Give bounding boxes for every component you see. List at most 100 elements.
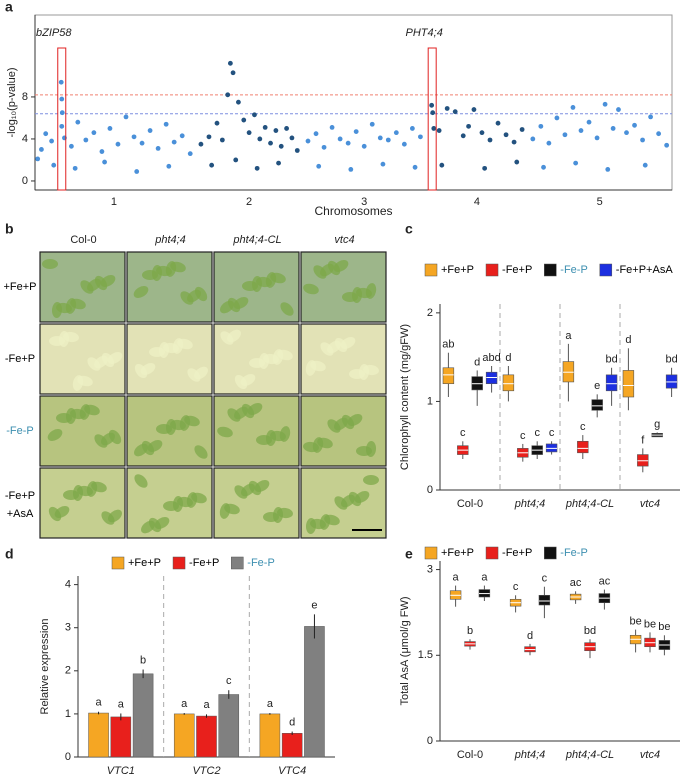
snp-point [225, 92, 231, 98]
snp-point [102, 159, 107, 165]
column-label: vtc4 [334, 234, 354, 246]
legend-swatch [544, 546, 557, 560]
leaf [133, 286, 149, 298]
snp-point [605, 167, 611, 172]
panel-letter: c [405, 221, 413, 237]
y-tick-label: 2 [65, 665, 71, 677]
y-tick-label: 0 [427, 484, 433, 496]
snp-point [316, 163, 322, 169]
box [605, 374, 618, 392]
legend-label: -Fe+P+AsA [616, 264, 674, 276]
leaf [91, 481, 107, 493]
snp-point [578, 128, 584, 133]
snp-point [538, 123, 544, 129]
plant-photo [213, 467, 300, 539]
snp-point [233, 157, 239, 163]
leaf [54, 506, 70, 518]
snp-point [198, 141, 204, 147]
snp-point [214, 120, 220, 126]
snp-point [147, 128, 153, 133]
box [502, 374, 515, 392]
bar [259, 713, 281, 758]
y-tick-label: 0 [22, 175, 28, 187]
gene-label: bZIP58 [36, 27, 72, 39]
snp-point [91, 130, 97, 136]
snp-point [273, 128, 279, 133]
snp-point [166, 163, 172, 169]
snp-point [289, 135, 295, 141]
significance-letter: a [267, 698, 274, 710]
snp-point [385, 137, 391, 143]
legend-swatch [485, 263, 499, 277]
snp-point [49, 138, 54, 144]
snp-point [134, 169, 140, 174]
leaf [280, 302, 294, 316]
y-tick-label: 8 [22, 91, 28, 103]
bar [304, 626, 325, 758]
legend-label: +Fe+P [441, 547, 474, 559]
snp-point [642, 162, 648, 168]
bar [281, 733, 303, 758]
snp-point [268, 140, 273, 146]
snp-point [624, 130, 629, 136]
legend-swatch [424, 546, 438, 560]
significance-letter: a [181, 698, 188, 710]
box [442, 367, 455, 385]
snp-point [59, 110, 65, 116]
significance-letter: c [520, 430, 526, 442]
y-tick-label: 1 [427, 395, 433, 407]
snp-point [262, 124, 268, 130]
x-tick-label: pht4;4-CL [565, 498, 614, 510]
snp-point [514, 159, 520, 165]
leaf [70, 298, 86, 310]
snp-point [570, 105, 576, 110]
leaf [224, 503, 240, 515]
snp-point [246, 130, 252, 136]
column-label: pht4;4-CL [232, 234, 281, 246]
snp-point [329, 124, 335, 130]
snp-point [58, 79, 64, 85]
legend-swatch [424, 263, 438, 277]
y-axis-label: -log₁₀(p-value) [6, 67, 18, 137]
significance-letter: be [658, 621, 670, 633]
significance-letter: c [226, 675, 232, 687]
x-axis-label: Chromosomes [314, 204, 392, 218]
significance-letter: f [641, 434, 645, 446]
significance-letter: c [513, 581, 519, 593]
legend-label: +Fe+P [128, 557, 161, 569]
snp-point [573, 160, 579, 166]
snp-point [530, 136, 536, 142]
snp-point [640, 137, 645, 143]
panel-letter: b [5, 221, 14, 237]
leaf [194, 366, 208, 380]
leaf [254, 480, 270, 492]
snp-point [503, 132, 509, 138]
snp-point [495, 120, 501, 126]
panel-letter: e [405, 546, 413, 562]
significance-letter: bd [605, 354, 617, 366]
leaf [184, 415, 200, 427]
leaf [303, 283, 319, 295]
y-tick-label: 3 [427, 563, 433, 575]
snp-point [171, 139, 177, 145]
bar [173, 713, 195, 758]
leaf [194, 286, 208, 302]
box [538, 594, 551, 606]
row-label: -Fe+P [5, 353, 35, 365]
snp-point [209, 162, 215, 168]
box [577, 440, 589, 454]
leaf [194, 445, 208, 459]
legend-swatch [485, 546, 499, 560]
plant-photo [126, 323, 213, 395]
snp-point [337, 136, 343, 142]
snp-point [139, 140, 145, 146]
legend-label: -Fe+P [189, 557, 219, 569]
significance-letter: b [467, 625, 473, 637]
snp-point [257, 136, 263, 142]
snp-point [460, 133, 466, 139]
leaf [363, 364, 379, 376]
leaf [84, 404, 100, 416]
significance-letter: a [481, 571, 488, 583]
snp-point [479, 130, 485, 136]
